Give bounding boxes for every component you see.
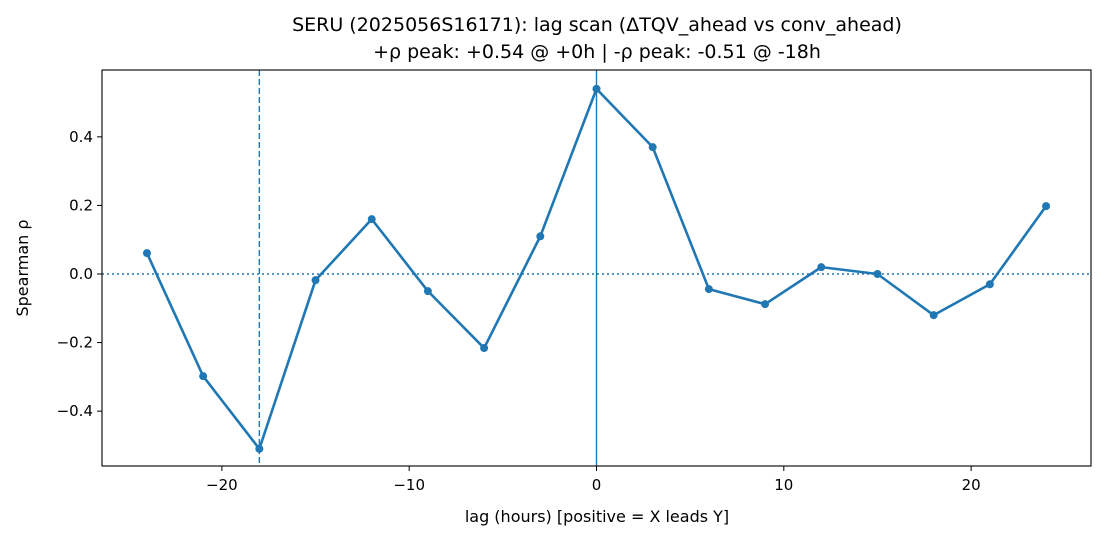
data-point xyxy=(761,300,770,309)
x-tick-label: 20 xyxy=(962,476,981,494)
x-axis-label: lag (hours) [positive = X leads Y] xyxy=(465,507,729,526)
data-point xyxy=(592,84,601,93)
x-tick-label: 0 xyxy=(592,476,602,494)
data-point xyxy=(367,215,376,224)
data-point xyxy=(873,270,882,278)
data-point xyxy=(255,444,264,453)
x-tick-label: −10 xyxy=(393,476,425,494)
data-point xyxy=(648,143,657,152)
data-point xyxy=(929,311,938,320)
y-tick-label: −0.2 xyxy=(57,334,93,352)
data-point xyxy=(480,344,489,353)
data-point xyxy=(423,287,432,296)
y-axis-label: Spearman ρ xyxy=(13,219,32,316)
data-point xyxy=(817,263,826,272)
data-point xyxy=(536,232,545,241)
y-tick-label: 0.4 xyxy=(69,128,93,146)
y-tick-label: −0.4 xyxy=(57,402,93,420)
data-point xyxy=(1042,202,1051,211)
data-point xyxy=(199,372,208,381)
data-point xyxy=(985,280,994,289)
y-tick-label: 0.0 xyxy=(69,265,93,283)
y-tick-label: 0.2 xyxy=(69,196,93,214)
data-point xyxy=(311,276,320,285)
chart-title: SERU (2025056S16171): lag scan (ΔTQV_ahe… xyxy=(292,14,902,36)
data-point xyxy=(142,249,151,258)
x-tick-label: −20 xyxy=(206,476,238,494)
chart-subtitle: +ρ peak: +0.54 @ +0h | -ρ peak: -0.51 @ … xyxy=(373,41,821,63)
data-point xyxy=(704,285,713,294)
x-tick-label: 10 xyxy=(774,476,793,494)
